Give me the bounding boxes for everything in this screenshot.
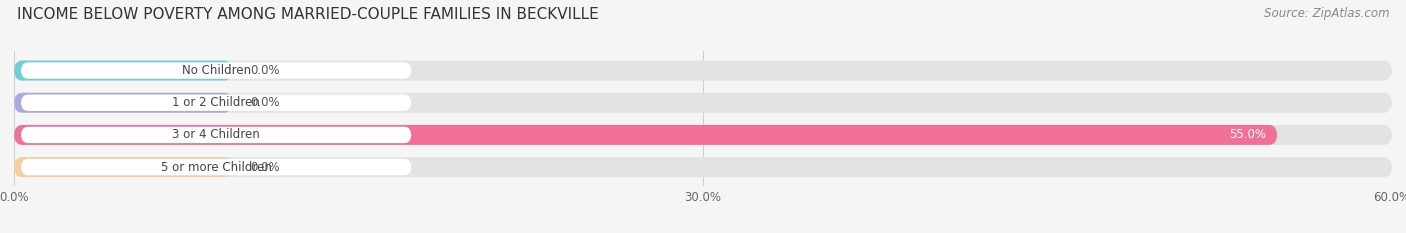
FancyBboxPatch shape xyxy=(14,157,232,177)
Text: 0.0%: 0.0% xyxy=(250,96,280,109)
FancyBboxPatch shape xyxy=(21,95,412,111)
Text: 3 or 4 Children: 3 or 4 Children xyxy=(173,128,260,141)
Text: 1 or 2 Children: 1 or 2 Children xyxy=(172,96,260,109)
FancyBboxPatch shape xyxy=(21,62,412,79)
FancyBboxPatch shape xyxy=(14,125,1277,145)
Text: No Children: No Children xyxy=(181,64,250,77)
FancyBboxPatch shape xyxy=(21,127,412,143)
FancyBboxPatch shape xyxy=(21,159,412,175)
FancyBboxPatch shape xyxy=(14,157,1392,177)
Text: Source: ZipAtlas.com: Source: ZipAtlas.com xyxy=(1264,7,1389,20)
FancyBboxPatch shape xyxy=(14,93,1392,113)
FancyBboxPatch shape xyxy=(14,61,1392,81)
FancyBboxPatch shape xyxy=(14,125,1392,145)
Text: 5 or more Children: 5 or more Children xyxy=(160,161,271,174)
Text: 0.0%: 0.0% xyxy=(250,64,280,77)
FancyBboxPatch shape xyxy=(14,93,232,113)
Text: 0.0%: 0.0% xyxy=(250,161,280,174)
Text: 55.0%: 55.0% xyxy=(1229,128,1265,141)
FancyBboxPatch shape xyxy=(14,61,232,81)
Text: INCOME BELOW POVERTY AMONG MARRIED-COUPLE FAMILIES IN BECKVILLE: INCOME BELOW POVERTY AMONG MARRIED-COUPL… xyxy=(17,7,599,22)
